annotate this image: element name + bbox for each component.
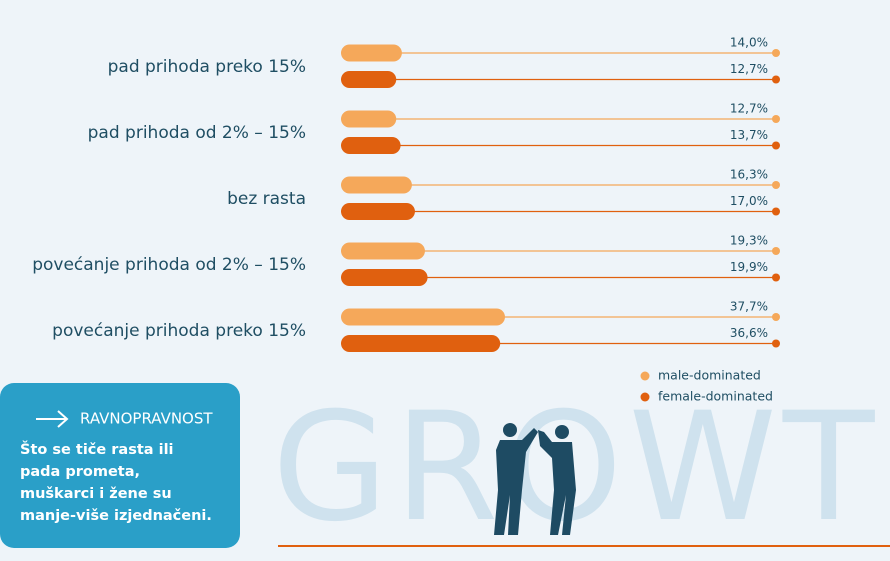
bar xyxy=(341,71,397,88)
bar xyxy=(341,308,505,326)
value-label: 36,6% xyxy=(730,326,768,340)
callout-line: muškarci i žene su xyxy=(20,486,172,502)
legend-label: male-dominated xyxy=(658,368,761,383)
bar xyxy=(341,335,501,352)
silhouettes xyxy=(494,423,576,535)
value-label: 16,3% xyxy=(730,168,768,182)
legend-marker xyxy=(640,392,650,402)
bar xyxy=(341,137,401,154)
value-label: 37,7% xyxy=(730,300,768,314)
bar xyxy=(341,110,397,128)
track-end xyxy=(772,141,780,150)
bar xyxy=(341,269,428,286)
category-label: povećanje prihoda od 2% – 15% xyxy=(32,255,306,275)
track-end xyxy=(772,115,780,123)
value-label: 12,7% xyxy=(730,62,768,76)
legend-marker xyxy=(640,371,650,381)
bar xyxy=(341,176,412,194)
value-label: 13,7% xyxy=(730,128,768,142)
arrow-icon xyxy=(36,410,69,428)
bar xyxy=(341,44,402,62)
track-end xyxy=(772,313,780,321)
bar xyxy=(341,203,415,220)
category-label: pad prihoda od 2% – 15% xyxy=(88,123,306,143)
callout-line: pada prometa, xyxy=(20,464,140,480)
value-label: 14,0% xyxy=(730,36,768,50)
track-end xyxy=(772,75,780,84)
callout-text: Što se tiče rasta ili pada prometa, muškar… xyxy=(20,440,212,524)
value-label: 19,3% xyxy=(730,234,768,248)
callout-title: RAVNOPRAVNOST xyxy=(80,410,213,428)
bar xyxy=(341,242,425,260)
callout-line: Što se tiče rasta ili xyxy=(20,440,174,458)
background-word: GROWTH xyxy=(272,381,890,555)
category-label: pad prihoda preko 15% xyxy=(108,57,306,77)
value-label: 12,7% xyxy=(730,102,768,116)
track-end xyxy=(772,273,780,282)
track-end xyxy=(772,339,780,348)
value-label: 19,9% xyxy=(730,260,768,274)
category-label: povećanje prihoda preko 15% xyxy=(52,321,306,341)
legend-label: female-dominated xyxy=(658,389,773,404)
value-label: 17,0% xyxy=(730,194,768,208)
track-end xyxy=(772,181,780,189)
track-end xyxy=(772,207,780,216)
callout-line: manje-više izjednačeni. xyxy=(20,508,212,524)
track-end xyxy=(772,49,780,57)
track-end xyxy=(772,247,780,255)
category-label: bez rasta xyxy=(227,189,306,209)
